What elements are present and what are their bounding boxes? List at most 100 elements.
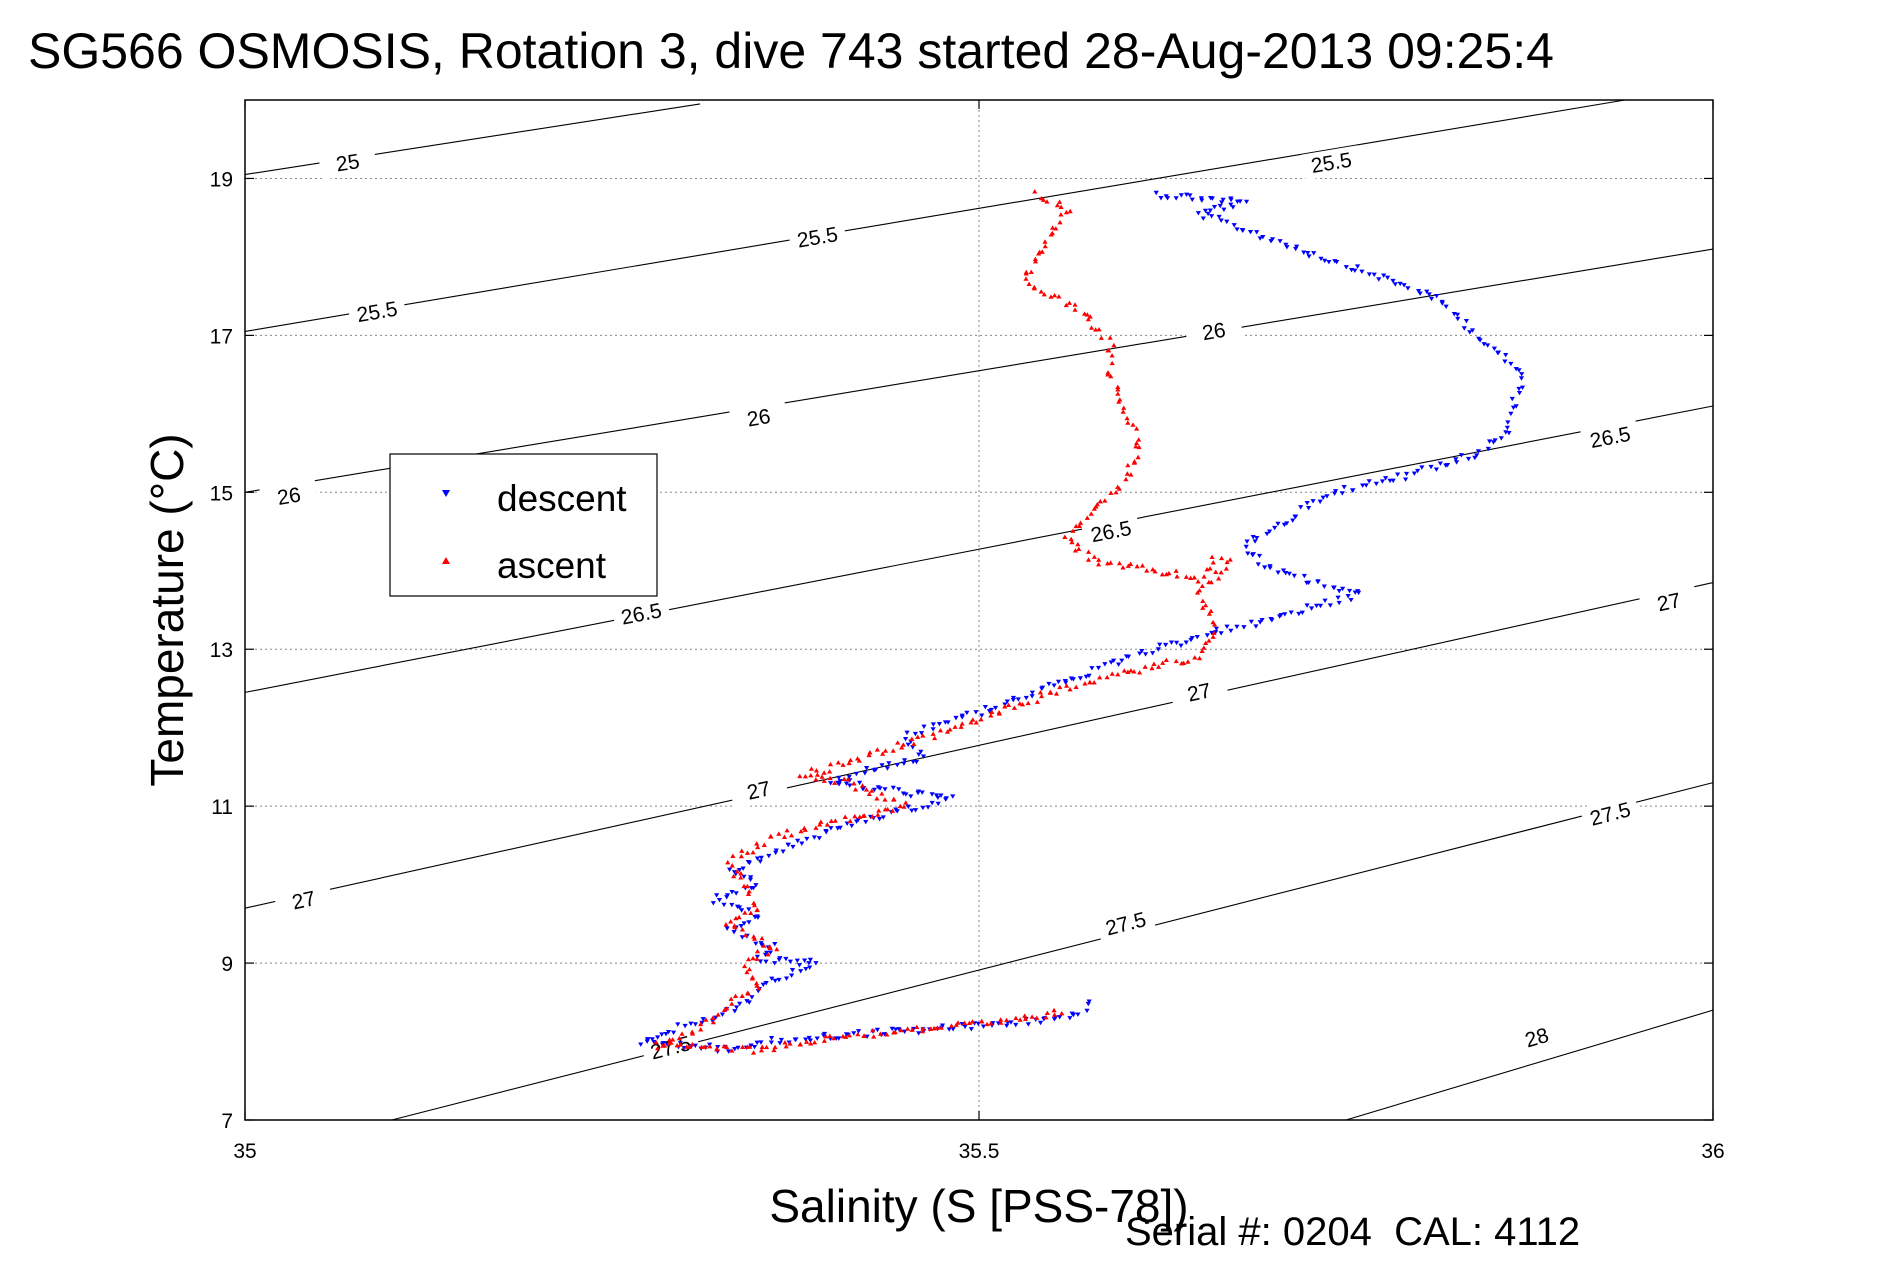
data-point-ascent: [832, 780, 838, 785]
data-point-descent: [908, 794, 914, 799]
data-point-descent: [1403, 471, 1410, 477]
data-point-descent: [925, 805, 931, 810]
data-point-descent: [1360, 483, 1366, 488]
data-point-ascent: [1125, 462, 1131, 468]
data-point-descent: [986, 709, 993, 714]
data-point-descent: [1250, 552, 1257, 557]
data-point-ascent: [1197, 588, 1203, 593]
data-point-descent: [1518, 376, 1525, 381]
data-point-descent: [1213, 626, 1220, 632]
data-point-ascent: [1150, 566, 1156, 572]
data-point-descent: [1428, 464, 1434, 470]
data-point-descent: [1254, 230, 1260, 235]
plot-area: 2525.525.525.526262626.526.526.527272727…: [210, 99, 1725, 1163]
series-descent: [638, 190, 1526, 1055]
data-point-descent: [762, 952, 769, 958]
data-point-ascent: [827, 761, 834, 767]
data-point-descent: [1158, 196, 1164, 201]
data-point-descent: [1264, 531, 1270, 537]
data-point-ascent: [814, 772, 821, 777]
data-point-ascent: [920, 733, 926, 738]
data-point-descent: [1247, 229, 1254, 235]
data-point-ascent: [798, 828, 804, 834]
data-point-ascent: [962, 1020, 968, 1026]
data-point-descent: [1115, 662, 1122, 667]
data-point-descent: [918, 749, 924, 755]
data-point-descent: [735, 1045, 741, 1051]
data-point-ascent: [1196, 655, 1203, 661]
data-point-descent: [1359, 269, 1365, 275]
data-point-ascent: [1087, 314, 1093, 319]
data-point-ascent: [866, 752, 872, 758]
data-point-ascent: [1051, 1012, 1058, 1017]
data-point-ascent: [689, 1029, 695, 1034]
data-point-descent: [855, 1029, 862, 1034]
data-point-ascent: [1121, 668, 1127, 673]
data-point-descent: [1301, 250, 1307, 255]
data-point-descent: [1013, 1022, 1019, 1028]
data-point-descent: [1461, 326, 1467, 331]
data-point-ascent: [1043, 1014, 1049, 1020]
data-point-ascent: [1160, 660, 1166, 665]
data-point-descent: [1318, 256, 1324, 262]
isopycnal-label-bg: [1579, 794, 1641, 834]
data-point-ascent: [738, 871, 744, 876]
data-point-descent: [1262, 565, 1268, 570]
y-tick-label: 15: [210, 482, 233, 505]
data-point-descent: [1243, 544, 1249, 550]
data-point-descent: [1366, 479, 1372, 484]
data-point-descent: [1415, 288, 1422, 294]
data-point-descent: [1371, 272, 1377, 278]
legend: descent ascent: [389, 453, 658, 597]
data-point-descent: [905, 804, 911, 810]
data-point-descent: [953, 715, 959, 721]
data-point-ascent: [863, 787, 870, 792]
data-point-descent: [724, 893, 731, 898]
data-point-descent: [732, 1009, 738, 1014]
data-point-descent: [1275, 521, 1281, 527]
data-point-ascent: [1044, 199, 1050, 204]
data-point-descent: [803, 1037, 809, 1042]
data-point-ascent: [1042, 243, 1048, 249]
data-point-descent: [772, 942, 778, 947]
data-point-descent: [1178, 193, 1184, 198]
data-point-ascent: [989, 709, 995, 715]
data-point-descent: [904, 730, 910, 736]
data-point-ascent: [903, 800, 909, 805]
data-point-descent: [1046, 681, 1052, 687]
data-point-descent: [1434, 293, 1440, 299]
data-point-descent: [1228, 628, 1234, 634]
data-point-ascent: [668, 1040, 674, 1045]
data-point-ascent: [1085, 549, 1092, 554]
data-point-descent: [1454, 312, 1461, 318]
data-point-ascent: [679, 1031, 685, 1036]
data-point-ascent: [1116, 560, 1123, 566]
data-point-ascent: [1022, 1016, 1029, 1021]
data-point-descent: [1335, 595, 1341, 601]
data-point-descent: [1453, 457, 1459, 462]
data-point-descent: [1467, 330, 1473, 335]
data-point-ascent: [1134, 563, 1140, 569]
data-point-descent: [1366, 272, 1372, 277]
data-point-descent: [1173, 640, 1180, 646]
data-point-ascent: [978, 716, 984, 722]
data-point-descent: [929, 792, 935, 797]
data-point-descent: [1257, 620, 1263, 625]
data-point-descent: [749, 995, 755, 1000]
data-point-ascent: [890, 748, 896, 753]
data-point-ascent: [904, 1026, 911, 1031]
data-point-ascent: [827, 769, 833, 774]
data-point-descent: [1025, 1022, 1031, 1027]
data-point-descent: [1519, 372, 1525, 377]
data-point-ascent: [1155, 664, 1162, 669]
data-point-descent: [874, 1027, 881, 1033]
data-point-ascent: [759, 935, 765, 941]
data-point-ascent: [911, 741, 917, 747]
data-point-ascent: [882, 748, 889, 753]
data-point-ascent: [1212, 622, 1218, 627]
data-point-ascent: [966, 1020, 972, 1026]
data-point-descent: [936, 721, 943, 727]
data-point-descent: [736, 868, 743, 873]
data-point-ascent: [1125, 420, 1131, 425]
data-point-descent: [1373, 481, 1379, 487]
